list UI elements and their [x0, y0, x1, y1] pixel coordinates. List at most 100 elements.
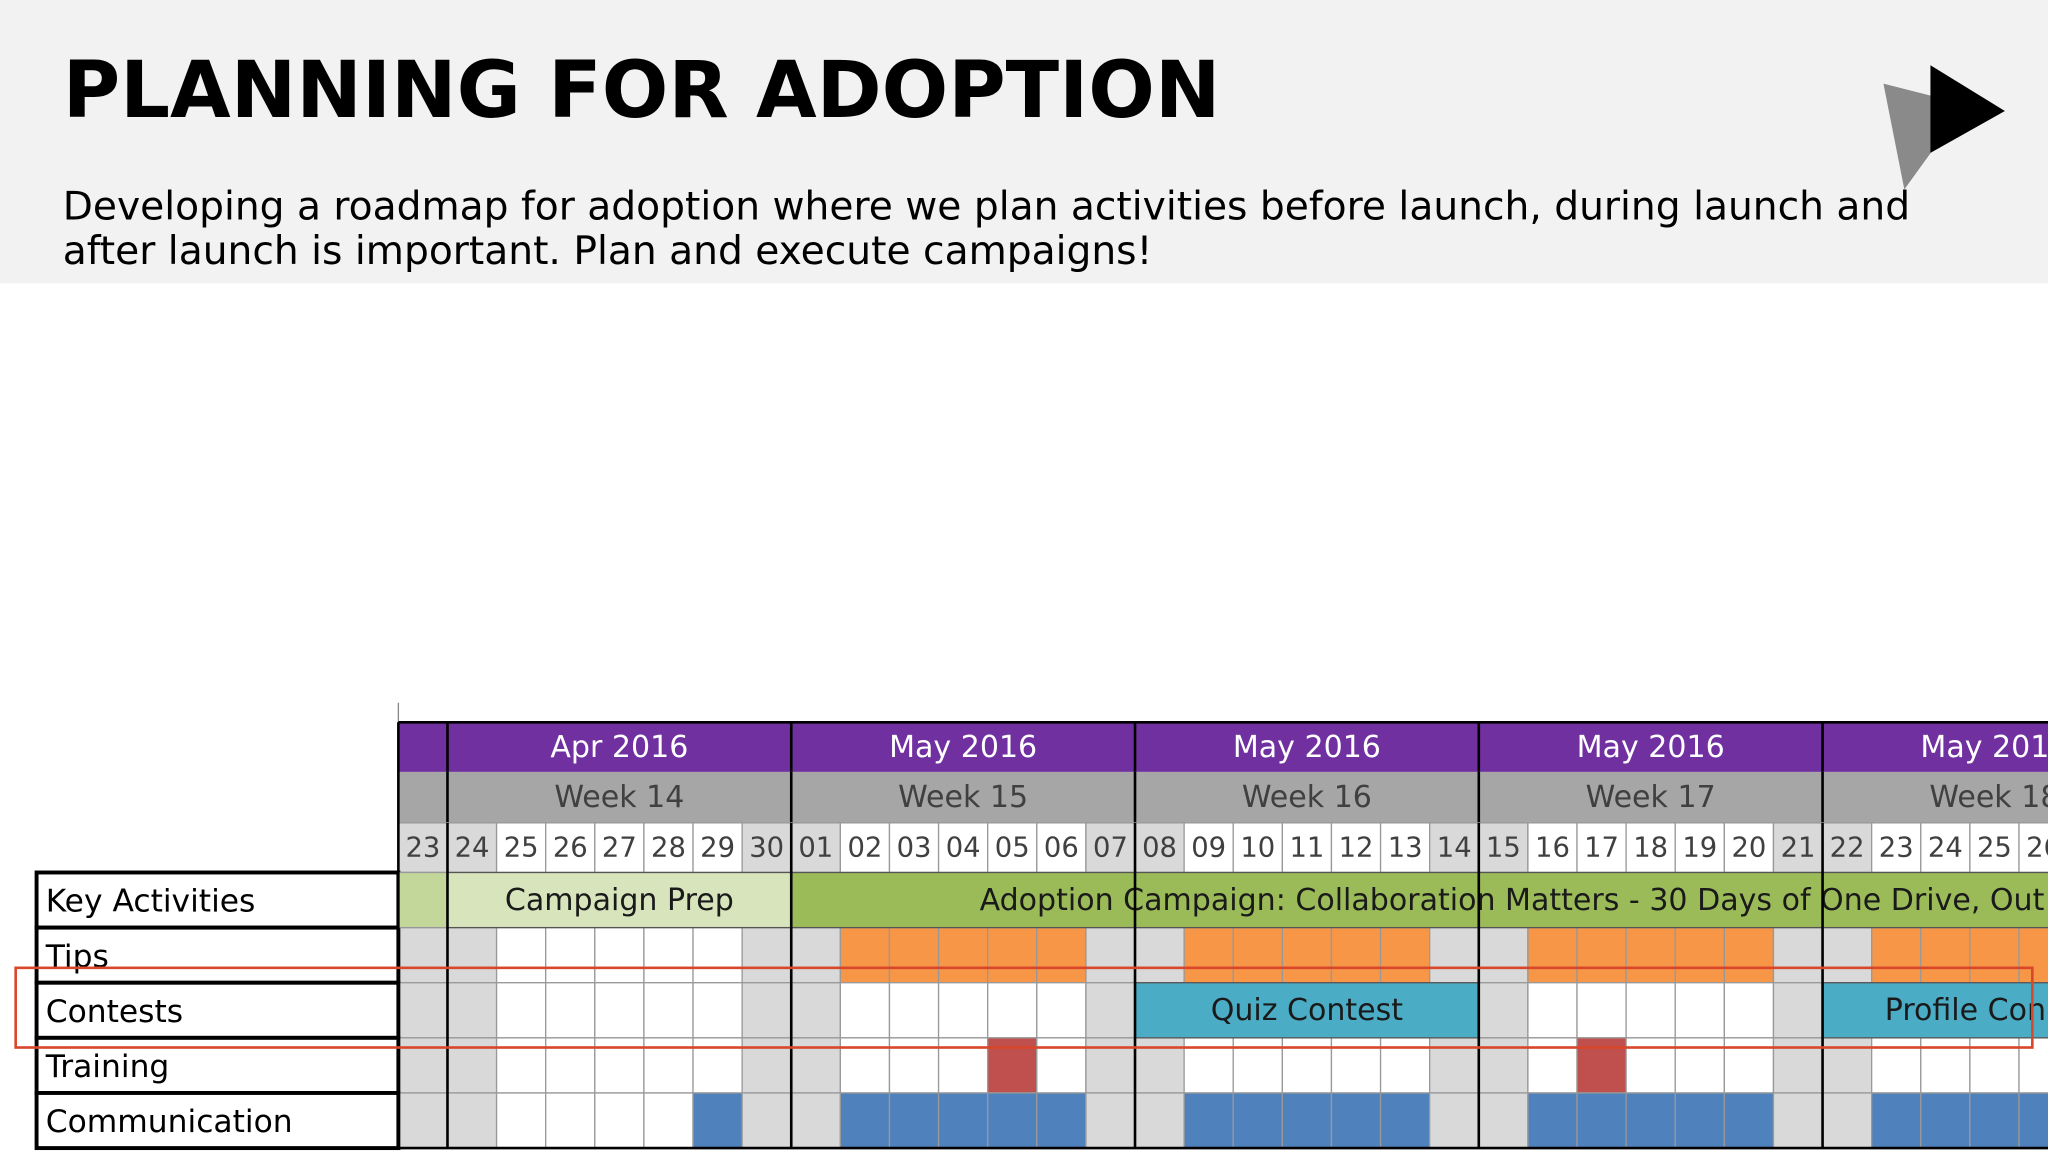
day-cell — [1183, 1092, 1234, 1149]
day-cell — [1085, 982, 1136, 1039]
day-label: 10 — [1240, 832, 1275, 863]
day-cell — [1036, 1092, 1087, 1149]
day-cell — [1281, 1092, 1333, 1149]
day-cell — [1281, 926, 1333, 984]
day-cell — [1625, 982, 1676, 1039]
day-cell — [1969, 1037, 2020, 1094]
day-cell — [397, 1092, 449, 1149]
day-cell — [1821, 926, 1873, 984]
row-label: Tips — [45, 939, 109, 975]
day-cell — [594, 1037, 645, 1094]
day-cell — [1281, 1037, 1333, 1094]
day-label: 02 — [847, 832, 882, 863]
day-cell — [1036, 822, 1087, 874]
day-cell — [888, 822, 940, 874]
day-cell — [1576, 1092, 1627, 1149]
day-label: 07 — [1093, 832, 1128, 863]
day-cell — [545, 926, 596, 984]
day-cell — [446, 926, 498, 984]
week-label: Week 16 — [1242, 780, 1372, 815]
row-label-cell — [34, 870, 401, 930]
slide-title: PLANNING FOR ADOPTION — [63, 45, 1221, 136]
day-cell — [1379, 926, 1431, 984]
adoption-campaign-bar-label: Adoption Campaign: Collaboration Matters… — [980, 883, 2045, 918]
day-label: 12 — [1339, 832, 1374, 863]
day-cell — [1772, 982, 1824, 1039]
day-label: 23 — [1879, 832, 1914, 863]
week-label: Week 17 — [1586, 780, 1716, 815]
day-cell — [1576, 926, 1627, 984]
day-cell — [937, 1037, 989, 1094]
row-label: Key Activities — [46, 884, 256, 920]
day-label: 28 — [651, 832, 686, 863]
day-cell — [1576, 982, 1627, 1039]
day-cell — [1330, 1092, 1382, 1149]
day-cell — [1379, 1037, 1431, 1094]
day-cell — [495, 1037, 547, 1094]
day-cell — [692, 982, 743, 1039]
day-cell — [495, 926, 547, 984]
day-cell — [1821, 1037, 1873, 1094]
day-cell — [888, 926, 940, 984]
day-cell — [643, 1037, 694, 1094]
campaign-prep-bar-label: Campaign Prep — [505, 883, 734, 918]
day-cell — [937, 926, 989, 984]
day-cell — [1576, 822, 1627, 874]
day-cell — [692, 926, 743, 984]
month-label: Apr 2016 — [550, 730, 688, 765]
day-cell — [1036, 926, 1087, 984]
day-label: 16 — [1535, 832, 1570, 863]
day-cell — [1478, 926, 1529, 984]
day-cell — [1625, 1092, 1676, 1149]
row-label-cell — [34, 925, 401, 985]
month-header — [398, 722, 2048, 772]
day-cell — [839, 982, 891, 1039]
day-label: 27 — [602, 832, 637, 863]
day-cell — [1723, 1092, 1775, 1149]
highlight-box — [14, 966, 2034, 1049]
day-label: 24 — [1928, 832, 1963, 863]
day-label: 09 — [1191, 832, 1226, 863]
day-cell — [1183, 822, 1234, 874]
day-cell — [1625, 1037, 1676, 1094]
day-label: 20 — [1731, 832, 1766, 863]
day-cell — [1429, 1037, 1480, 1094]
adoption-campaign-bar — [790, 871, 2048, 929]
day-label: 04 — [946, 832, 981, 863]
week-label: Week 15 — [898, 780, 1028, 815]
day-label: 01 — [798, 832, 833, 863]
day-cell — [888, 1037, 940, 1094]
day-cell — [1134, 926, 1185, 984]
day-label: 18 — [1633, 832, 1668, 863]
day-cell — [397, 926, 449, 984]
day-cell — [397, 1037, 449, 1094]
day-cell — [1674, 1037, 1725, 1094]
day-label: 06 — [1044, 832, 1079, 863]
day-cell — [1478, 1037, 1529, 1094]
day-cell — [1085, 822, 1136, 874]
day-cell — [1723, 1037, 1775, 1094]
day-cell — [545, 982, 596, 1039]
day-cell — [397, 982, 449, 1039]
day-cell — [1085, 926, 1136, 984]
day-cell — [839, 926, 891, 984]
day-cell — [594, 982, 645, 1039]
day-cell — [987, 1092, 1038, 1149]
profile-contest-bar — [1821, 982, 2048, 1039]
day-cell — [397, 822, 449, 874]
day-cell — [1232, 1037, 1284, 1094]
day-cell — [495, 822, 547, 874]
day-cell — [839, 1037, 891, 1094]
month-label: May 2016 — [1233, 730, 1381, 765]
day-cell — [790, 1092, 842, 1149]
day-cell — [1920, 1092, 1971, 1149]
day-cell — [692, 822, 743, 874]
month-label: May 2016 — [1920, 730, 2048, 765]
row-label-cell — [34, 980, 401, 1040]
day-cell — [1232, 822, 1284, 874]
day-cell — [888, 982, 940, 1039]
day-label: 29 — [700, 832, 735, 863]
day-cell — [1821, 1092, 1873, 1149]
day-cell — [1232, 1092, 1284, 1149]
